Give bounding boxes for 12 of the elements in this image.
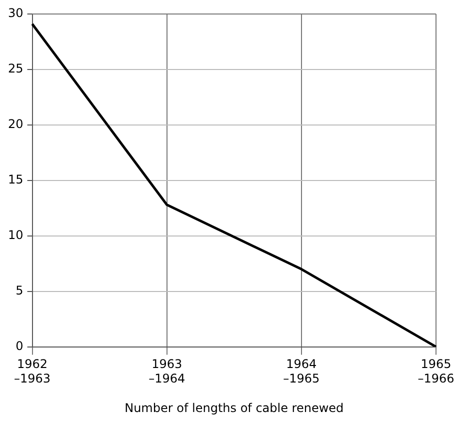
y-tick-label: 10 <box>8 228 24 242</box>
y-tick-label: 5 <box>16 283 24 298</box>
x-axis-title: Number of lengths of cable renewed <box>124 400 344 415</box>
x-tick-label: 1965 –1966 <box>418 357 454 386</box>
y-tick-label: 20 <box>8 117 24 132</box>
x-tick-label: 1963 –1964 <box>148 357 186 386</box>
y-tick-label: 30 <box>8 6 24 20</box>
y-tick-label: 25 <box>8 62 24 76</box>
x-tick-label: 1962 –1963 <box>14 357 51 386</box>
y-tick-label: 0 <box>16 338 24 353</box>
x-tick-label: 1964 –1965 <box>283 357 320 386</box>
y-tick-label: 15 <box>8 172 24 187</box>
